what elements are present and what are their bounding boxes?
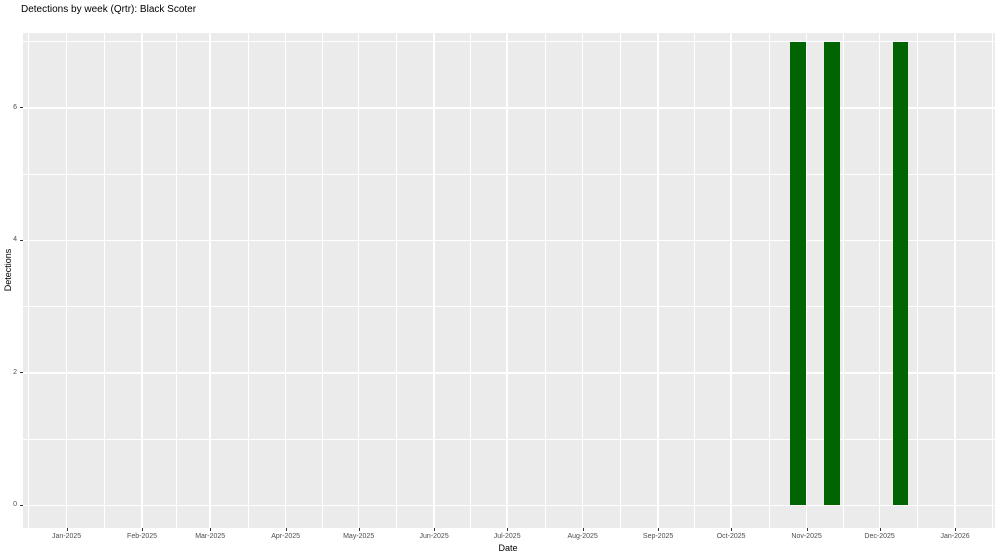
gridline-minor-x — [321, 33, 323, 528]
gridline-major-x — [357, 33, 360, 528]
x-tick-mark — [955, 528, 957, 531]
x-tick-mark — [582, 528, 584, 531]
gridline-major-x — [954, 33, 956, 528]
gridline-major-x — [730, 33, 732, 528]
x-tick-label: Jan-2026 — [940, 533, 970, 540]
x-tick-mark — [507, 528, 509, 531]
x-tick-mark — [142, 528, 144, 531]
x-tick-label: Jan-2025 — [51, 533, 82, 540]
bar — [892, 41, 908, 506]
y-tick-mark — [20, 239, 23, 241]
x-tick-label: Sep-2025 — [642, 533, 674, 540]
x-tick-label: Nov-2025 — [791, 533, 822, 540]
x-tick-label: Dec-2025 — [864, 533, 895, 540]
gridline-major-x — [506, 33, 508, 528]
y-tick-label: 6 — [13, 103, 17, 111]
y-tick-label: 2 — [13, 368, 17, 376]
gridline-minor-y — [23, 438, 995, 440]
x-tick-mark — [731, 528, 733, 531]
x-tick-mark — [358, 528, 360, 531]
gridline-minor-x — [103, 33, 105, 528]
x-tick-label: Jun-2025 — [419, 533, 449, 540]
bar — [824, 41, 840, 506]
y-tick-label: 4 — [13, 236, 17, 244]
x-tick-label: Feb-2025 — [127, 533, 158, 540]
gridline-minor-x — [916, 33, 918, 528]
x-tick-label: Jul-2025 — [493, 533, 521, 540]
x-tick-label: May-2025 — [343, 533, 375, 540]
plot-panel — [23, 33, 995, 528]
gridline-minor-y — [23, 173, 995, 175]
x-tick-mark — [434, 528, 436, 531]
gridline-major-x — [141, 33, 143, 528]
gridline-minor-x — [28, 33, 30, 528]
x-tick-mark — [879, 528, 881, 531]
gridline-major-x — [581, 33, 584, 528]
gridline-major-y — [23, 504, 995, 507]
gridline-minor-x — [842, 33, 844, 528]
gridline-major-x — [284, 33, 287, 528]
gridline-minor-y — [23, 41, 995, 43]
x-tick-mark — [658, 528, 660, 531]
gridline-minor-x — [694, 33, 696, 528]
chart-title: Detections by week (Qrtr): Black Scoter — [21, 4, 197, 15]
bar — [790, 41, 806, 506]
gridline-minor-x — [768, 33, 770, 528]
y-tick-mark — [20, 372, 23, 374]
gridline-minor-x — [247, 33, 249, 528]
gridline-major-x — [657, 33, 659, 528]
y-tick-mark — [20, 107, 23, 109]
gridline-major-x — [433, 33, 435, 528]
gridline-minor-x — [544, 33, 546, 528]
gridline-minor-x — [175, 33, 177, 528]
x-tick-mark — [285, 528, 287, 531]
gridline-major-x — [209, 33, 211, 528]
gridline-minor-x — [396, 33, 397, 528]
gridline-major-x — [878, 33, 881, 528]
x-axis-title: Date — [498, 543, 518, 553]
gridline-minor-x — [620, 33, 621, 528]
y-axis-title: Detections — [3, 248, 13, 292]
x-tick-mark — [210, 528, 212, 531]
gridline-major-y — [23, 239, 995, 242]
gridline-major-y — [23, 107, 995, 109]
gridline-minor-x — [992, 33, 994, 528]
x-tick-label: Apr-2025 — [271, 533, 301, 540]
x-tick-mark — [66, 528, 68, 531]
gridline-major-x — [65, 33, 68, 528]
y-tick-mark — [20, 504, 23, 506]
gridline-minor-y — [23, 306, 995, 308]
gridline-major-x — [805, 33, 808, 528]
gridline-major-y — [23, 372, 995, 374]
x-tick-mark — [806, 528, 808, 531]
x-tick-label: Oct-2025 — [716, 533, 746, 540]
x-tick-label: Mar-2025 — [195, 533, 226, 540]
gridline-minor-x — [470, 33, 472, 528]
y-tick-label: 0 — [13, 501, 17, 509]
x-tick-label: Aug-2025 — [567, 533, 598, 540]
